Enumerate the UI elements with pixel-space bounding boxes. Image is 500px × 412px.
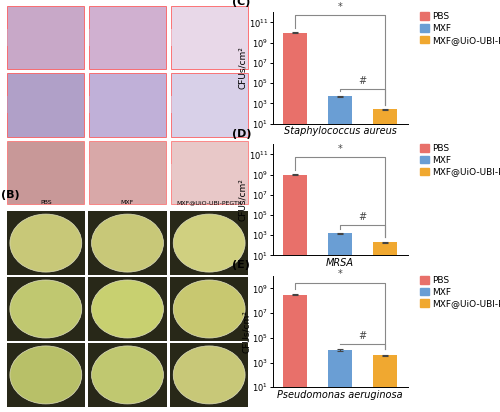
Bar <box>89 141 166 204</box>
Bar <box>89 164 166 180</box>
X-axis label: MRSA: MRSA <box>326 258 354 268</box>
Text: PBS: PBS <box>40 200 52 205</box>
Circle shape <box>10 346 82 404</box>
X-axis label: Staphylococcus aureus: Staphylococcus aureus <box>284 126 397 136</box>
Text: (E): (E) <box>232 260 250 270</box>
Text: #: # <box>358 330 366 341</box>
Circle shape <box>92 346 164 404</box>
Bar <box>282 295 308 412</box>
Bar <box>88 343 166 407</box>
Bar <box>8 96 84 113</box>
Circle shape <box>92 214 164 272</box>
Bar <box>89 73 166 137</box>
Bar <box>328 350 352 412</box>
Y-axis label: CFUs/cm²: CFUs/cm² <box>238 178 248 221</box>
Circle shape <box>92 280 164 338</box>
Text: MXF@UiO-UBI-PEGTK: MXF@UiO-UBI-PEGTK <box>176 200 242 205</box>
Text: (D): (D) <box>232 129 252 138</box>
Bar <box>89 29 166 46</box>
Bar <box>328 96 352 412</box>
Y-axis label: CFUs/cm²: CFUs/cm² <box>238 47 248 89</box>
Circle shape <box>173 280 245 338</box>
Bar <box>171 6 248 69</box>
Bar <box>6 343 85 407</box>
Bar <box>6 277 85 341</box>
Bar <box>170 277 248 341</box>
Bar <box>89 96 166 113</box>
Bar <box>88 277 166 341</box>
Text: *: * <box>338 144 342 154</box>
Circle shape <box>173 346 245 404</box>
Bar <box>328 234 352 412</box>
Text: *: * <box>338 2 342 12</box>
Bar <box>170 211 248 275</box>
Text: MXF: MXF <box>121 200 134 205</box>
Bar <box>282 175 308 412</box>
Text: *: * <box>338 269 342 279</box>
Circle shape <box>10 280 82 338</box>
Bar <box>171 29 248 46</box>
Legend: PBS, MXF, MXF@UiO-UBI-PEGTK: PBS, MXF, MXF@UiO-UBI-PEGTK <box>419 143 500 178</box>
Bar <box>282 33 308 412</box>
Bar <box>171 96 248 113</box>
Bar <box>372 110 398 412</box>
Bar <box>171 164 248 180</box>
Text: (B): (B) <box>1 190 20 200</box>
Bar <box>8 6 84 69</box>
Bar <box>372 242 398 412</box>
Bar <box>170 343 248 407</box>
Bar <box>88 211 166 275</box>
X-axis label: Pseudomonas aeruginosa: Pseudomonas aeruginosa <box>277 390 403 400</box>
Bar <box>171 73 248 137</box>
Bar <box>171 141 248 204</box>
Circle shape <box>10 214 82 272</box>
Bar <box>372 355 398 412</box>
Y-axis label: CFUs/cm²: CFUs/cm² <box>242 310 251 353</box>
Bar <box>89 6 166 69</box>
Text: #: # <box>358 76 366 86</box>
Bar <box>8 29 84 46</box>
Legend: PBS, MXF, MXF@UiO-UBI-PEGTK: PBS, MXF, MXF@UiO-UBI-PEGTK <box>419 11 500 46</box>
Bar <box>8 73 84 137</box>
Legend: PBS, MXF, MXF@UiO-UBI-PEGTK: PBS, MXF, MXF@UiO-UBI-PEGTK <box>419 275 500 309</box>
Bar <box>8 164 84 180</box>
Text: #: # <box>358 212 366 222</box>
Circle shape <box>173 214 245 272</box>
Text: (C): (C) <box>232 0 250 7</box>
Bar <box>8 141 84 204</box>
Bar <box>6 211 85 275</box>
